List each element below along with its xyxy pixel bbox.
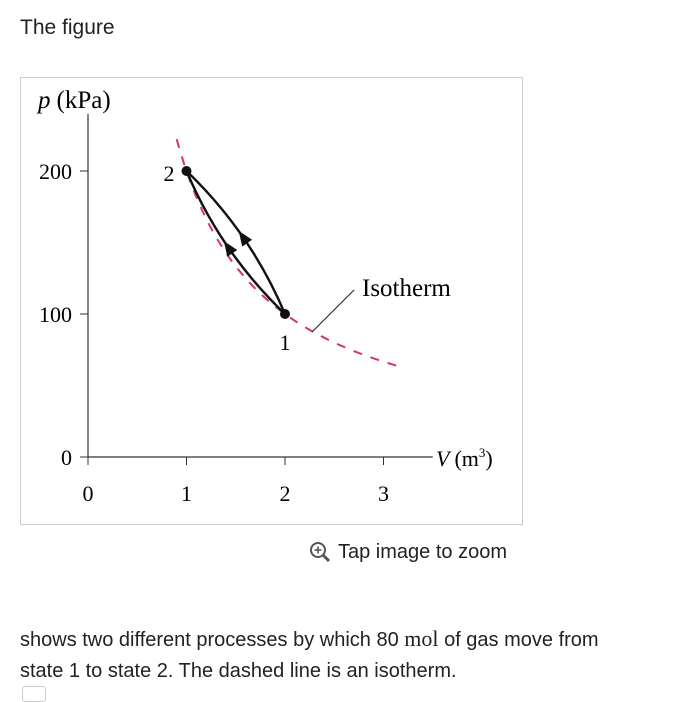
y-symbol: p [36, 87, 51, 114]
process-arrow [223, 241, 238, 257]
state-point [280, 309, 290, 319]
text: of gas move from [438, 629, 599, 651]
x-symbol: V [436, 446, 452, 471]
body-line: state 1 to state 2. The dashed line is a… [20, 660, 457, 682]
x-unit-power: 3 [479, 445, 486, 460]
x-tick-label: 1 [181, 481, 192, 506]
heading: The figure [20, 16, 115, 39]
process-arrow [238, 230, 253, 247]
isotherm [175, 138, 398, 367]
state-label: 2 [164, 161, 175, 186]
y-tick-label: 200 [39, 159, 72, 184]
widget [22, 686, 46, 702]
body-text: shows two different processes by which 8… [20, 623, 599, 687]
x-tick-label: 0 [83, 481, 94, 506]
y-tick-label: 0 [61, 445, 72, 470]
x-unit: (m [454, 446, 478, 471]
isotherm-pointer [311, 289, 355, 333]
y-axis-label: p (kPa) [36, 87, 111, 114]
unit: mol [404, 626, 439, 651]
isotherm-label: Isotherm [362, 275, 451, 302]
body-line: shows two different processes by which 8… [20, 623, 599, 656]
x-axis-label: V (m3) [436, 445, 493, 471]
y-unit: (kPa) [57, 87, 111, 114]
zoom-text: Tap image to zoom [338, 540, 507, 563]
state-label: 1 [280, 330, 291, 355]
y-tick-label: 100 [39, 302, 72, 327]
zoom-icon [310, 542, 331, 563]
x-unit-close: ) [485, 446, 492, 471]
x-tick-label: 3 [378, 481, 389, 506]
state-point [181, 166, 192, 176]
x-tick-label: 2 [280, 481, 291, 506]
zoom-hint[interactable]: Tap image to zoom [308, 540, 507, 564]
text: shows two different processes by which 8… [20, 629, 405, 651]
